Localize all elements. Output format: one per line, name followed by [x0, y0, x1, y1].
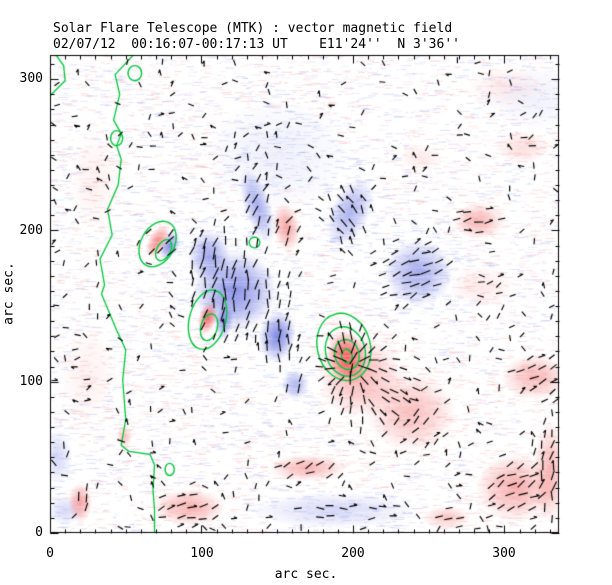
chart-title: Solar Flare Telescope (MTK) : vector mag…: [53, 21, 453, 36]
x-tick-label-200: 200: [341, 546, 365, 561]
y-tick-label-100: 100: [19, 374, 43, 389]
y-tick-label-300: 300: [19, 71, 43, 86]
y-tick-label-200: 200: [19, 223, 43, 238]
chart-subtitle: 02/07/12 00:16:07-00:17:13 UT E11'24'' N…: [53, 37, 460, 52]
y-axis-label: arc sec.: [1, 262, 17, 325]
x-tick-label-0: 0: [46, 546, 54, 561]
y-tick-label-0: 0: [35, 525, 43, 540]
x-axis-label: arc sec.: [274, 567, 338, 582]
x-tick-label-100: 100: [190, 546, 214, 561]
x-tick-label-300: 300: [492, 546, 516, 561]
